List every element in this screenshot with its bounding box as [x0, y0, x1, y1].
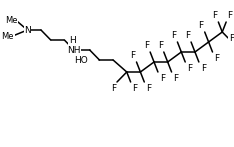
Text: F: F — [144, 41, 149, 50]
Text: F: F — [158, 41, 163, 50]
Text: NH: NH — [67, 46, 81, 55]
Text: F: F — [229, 34, 234, 42]
Text: F: F — [171, 31, 176, 40]
Text: Me: Me — [2, 31, 14, 41]
Text: F: F — [146, 84, 151, 93]
Text: F: F — [185, 31, 190, 40]
Text: F: F — [212, 11, 217, 20]
Text: F: F — [199, 21, 204, 30]
Text: F: F — [174, 74, 179, 83]
Text: F: F — [130, 51, 135, 60]
Text: F: F — [227, 11, 232, 20]
Text: F: F — [160, 74, 165, 83]
Text: F: F — [133, 84, 138, 93]
Text: F: F — [201, 64, 206, 73]
Text: HO: HO — [74, 56, 88, 65]
Text: H: H — [69, 35, 76, 45]
Text: F: F — [214, 54, 219, 63]
Text: F: F — [187, 64, 192, 73]
Text: Me: Me — [5, 15, 18, 25]
Text: F: F — [111, 84, 116, 93]
Text: N: N — [24, 25, 31, 35]
